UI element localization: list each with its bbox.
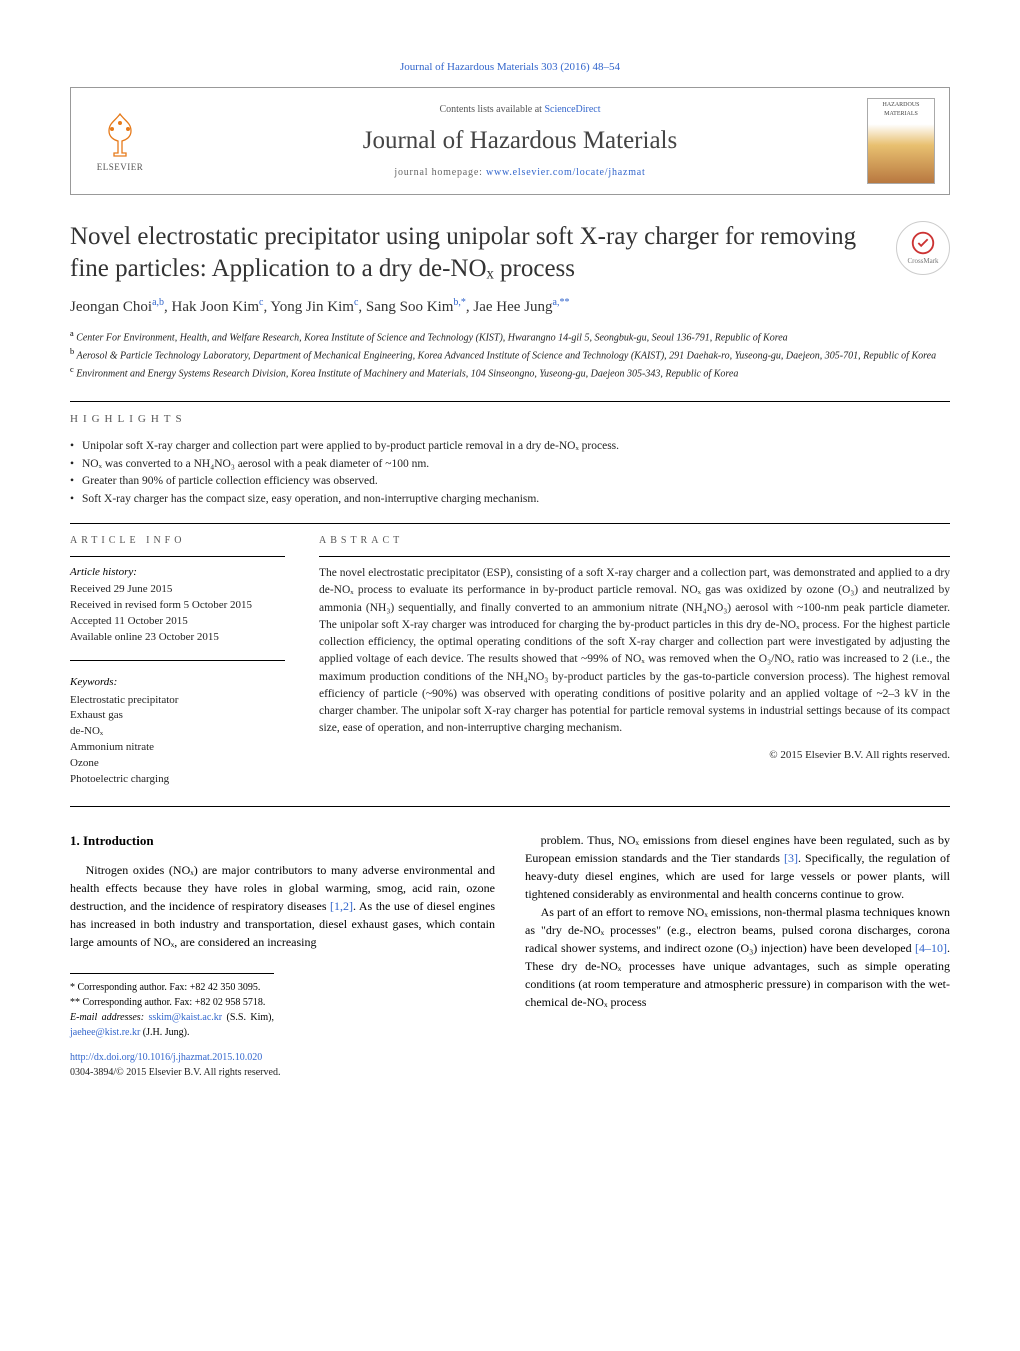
emails-label: E-mail addresses: bbox=[70, 1012, 148, 1023]
history-accepted: Accepted 11 October 2015 bbox=[70, 614, 285, 630]
homepage-prefix: journal homepage: bbox=[394, 167, 486, 178]
elsevier-logo: ELSEVIER bbox=[85, 106, 155, 176]
keyword-item: Ammonium nitrate bbox=[70, 740, 285, 756]
highlight-item: Greater than 90% of particle collection … bbox=[70, 473, 950, 491]
body-paragraph: As part of an effort to remove NOₓ emiss… bbox=[525, 903, 950, 1011]
abstract-column: abstract The novel electrostatic precipi… bbox=[319, 534, 950, 788]
highlight-item: Unipolar soft X-ray charger and collecti… bbox=[70, 438, 950, 456]
body-columns: 1. Introduction Nitrogen oxides (NOₓ) ar… bbox=[70, 831, 950, 1080]
journal-name: Journal of Hazardous Materials bbox=[173, 123, 867, 158]
copyright: © 2015 Elsevier B.V. All rights reserved… bbox=[319, 748, 950, 763]
highlights-section: Unipolar soft X-ray charger and collecti… bbox=[70, 438, 950, 509]
body-paragraph: problem. Thus, NOₓ emissions from diesel… bbox=[525, 831, 950, 903]
sciencedirect-link[interactable]: ScienceDirect bbox=[544, 104, 600, 115]
crossmark-label: CrossMark bbox=[907, 257, 938, 267]
elsevier-label: ELSEVIER bbox=[97, 161, 144, 174]
keyword-item: Exhaust gas bbox=[70, 708, 285, 724]
contents-prefix: Contents lists available at bbox=[439, 104, 544, 115]
divider bbox=[319, 556, 950, 557]
crossmark-badge[interactable]: CrossMark bbox=[896, 221, 950, 275]
history-revised: Received in revised form 5 October 2015 bbox=[70, 598, 285, 614]
cover-thumb-label: HAZARDOUS MATERIALS bbox=[868, 99, 934, 120]
corresponding-2: ** Corresponding author. Fax: +82 02 958… bbox=[70, 995, 274, 1010]
homepage-link[interactable]: www.elsevier.com/locate/jhazmat bbox=[486, 167, 646, 178]
keywords-label: Keywords: bbox=[70, 675, 285, 690]
keyword-item: Ozone bbox=[70, 756, 285, 772]
corresponding-1: * Corresponding author. Fax: +82 42 350 … bbox=[70, 980, 274, 995]
elsevier-tree-icon bbox=[95, 109, 145, 159]
affiliations: a Center For Environment, Health, and We… bbox=[70, 328, 950, 381]
article-info-label: article info bbox=[70, 534, 285, 548]
email-link-1[interactable]: sskim@kaist.ac.kr bbox=[148, 1012, 222, 1023]
intro-heading: 1. Introduction bbox=[70, 831, 495, 851]
divider bbox=[70, 660, 285, 661]
footnotes: * Corresponding author. Fax: +82 42 350 … bbox=[70, 973, 274, 1040]
email-name-2: (J.H. Jung). bbox=[140, 1027, 189, 1038]
divider bbox=[70, 401, 950, 402]
abstract-text: The novel electrostatic precipitator (ES… bbox=[319, 565, 950, 738]
abstract-label: abstract bbox=[319, 534, 950, 548]
history-received: Received 29 June 2015 bbox=[70, 582, 285, 598]
highlight-item: Soft X-ray charger has the compact size,… bbox=[70, 491, 950, 509]
crossmark-icon bbox=[909, 229, 937, 257]
journal-cover-thumbnail: HAZARDOUS MATERIALS bbox=[867, 98, 935, 184]
history-label: Article history: bbox=[70, 565, 285, 580]
article-info-column: article info Article history: Received 2… bbox=[70, 534, 285, 788]
email-addresses: E-mail addresses: sskim@kaist.ac.kr (S.S… bbox=[70, 1010, 274, 1040]
highlight-item: NOₓ was converted to a NH₄NO₃ aerosol wi… bbox=[70, 456, 950, 474]
issn-line: 0304-3894/© 2015 Elsevier B.V. All right… bbox=[70, 1065, 495, 1080]
body-column-right: problem. Thus, NOₓ emissions from diesel… bbox=[525, 831, 950, 1080]
doi-line: http://dx.doi.org/10.1016/j.jhazmat.2015… bbox=[70, 1050, 495, 1065]
body-paragraph: Nitrogen oxides (NOₓ) are major contribu… bbox=[70, 861, 495, 951]
keyword-item: Photoelectric charging bbox=[70, 772, 285, 788]
contents-line: Contents lists available at ScienceDirec… bbox=[173, 103, 867, 117]
divider bbox=[70, 556, 285, 557]
keyword-item: de-NOₓ bbox=[70, 724, 285, 740]
homepage-line: journal homepage: www.elsevier.com/locat… bbox=[173, 166, 867, 180]
journal-header: ELSEVIER Contents lists available at Sci… bbox=[70, 87, 950, 195]
body-column-left: 1. Introduction Nitrogen oxides (NOₓ) ar… bbox=[70, 831, 495, 1080]
divider bbox=[70, 806, 950, 807]
email-name-1: (S.S. Kim), bbox=[222, 1012, 274, 1023]
article-title: Novel electrostatic precipitator using u… bbox=[70, 221, 884, 284]
email-link-2[interactable]: jaehee@kist.re.kr bbox=[70, 1027, 140, 1038]
highlights-label: highlights bbox=[70, 412, 950, 427]
doi-link[interactable]: http://dx.doi.org/10.1016/j.jhazmat.2015… bbox=[70, 1052, 262, 1063]
authors: Jeongan Choia,b, Hak Joon Kimc, Yong Jin… bbox=[70, 296, 950, 318]
keyword-item: Electrostatic precipitator bbox=[70, 693, 285, 709]
journal-reference: Journal of Hazardous Materials 303 (2016… bbox=[70, 60, 950, 75]
divider bbox=[70, 523, 950, 524]
history-online: Available online 23 October 2015 bbox=[70, 630, 285, 646]
keywords-list: Electrostatic precipitatorExhaust gasde-… bbox=[70, 693, 285, 789]
